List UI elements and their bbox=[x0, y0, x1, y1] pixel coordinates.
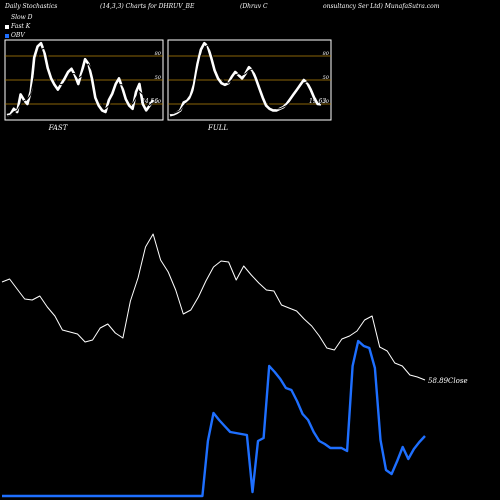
legend: Slow D Fast K OBV bbox=[5, 13, 33, 40]
obv-line bbox=[2, 339, 426, 498]
y-tick-label: 80 bbox=[323, 51, 330, 57]
last-value-label: 19.63 bbox=[309, 98, 326, 105]
legend-swatch-slow-d bbox=[5, 15, 9, 20]
legend-swatch-obv bbox=[5, 33, 9, 38]
fast-panel-label: FAST bbox=[48, 124, 69, 132]
price-obv-panel bbox=[1, 233, 426, 498]
chart-title: Daily Stochastics bbox=[5, 3, 58, 10]
legend-swatch-fast-k bbox=[5, 24, 9, 29]
legend-item-fast-k: Fast K bbox=[5, 22, 33, 31]
close-value-label: 58.89Close bbox=[428, 377, 468, 385]
legend-label-obv: OBV bbox=[11, 32, 25, 39]
source-label: onsultancy Ser Ltd) MunafaSutra.com bbox=[323, 3, 440, 10]
slow-d-line bbox=[170, 44, 322, 115]
legend-item-slow-d: Slow D bbox=[5, 13, 33, 22]
full-stochastic-panel: 20 50 80 19.63 bbox=[167, 39, 332, 121]
close-price-line bbox=[1, 233, 426, 381]
fast-stochastic-panel: 20 50 80 24.56 bbox=[4, 39, 164, 121]
legend-label-slow-d: Slow D bbox=[11, 14, 33, 21]
company-name: (Dhruv C bbox=[240, 3, 268, 10]
fast-k-line bbox=[6, 41, 155, 117]
y-tick-label: 50 bbox=[323, 75, 330, 81]
legend-label-fast-k: Fast K bbox=[11, 23, 31, 30]
legend-item-obv: OBV bbox=[5, 31, 33, 40]
slow-d-line bbox=[6, 47, 154, 117]
last-value-label: 24.56 bbox=[140, 98, 158, 105]
y-tick-label: 20 bbox=[322, 99, 330, 105]
full-panel-label: FULL bbox=[207, 124, 228, 132]
y-tick-label: 80 bbox=[155, 51, 162, 57]
chart-params: (14,3,3) Charts for DHRUV_BE bbox=[100, 3, 195, 10]
y-tick-label: 20 bbox=[154, 99, 162, 105]
y-tick-label: 50 bbox=[155, 75, 162, 81]
